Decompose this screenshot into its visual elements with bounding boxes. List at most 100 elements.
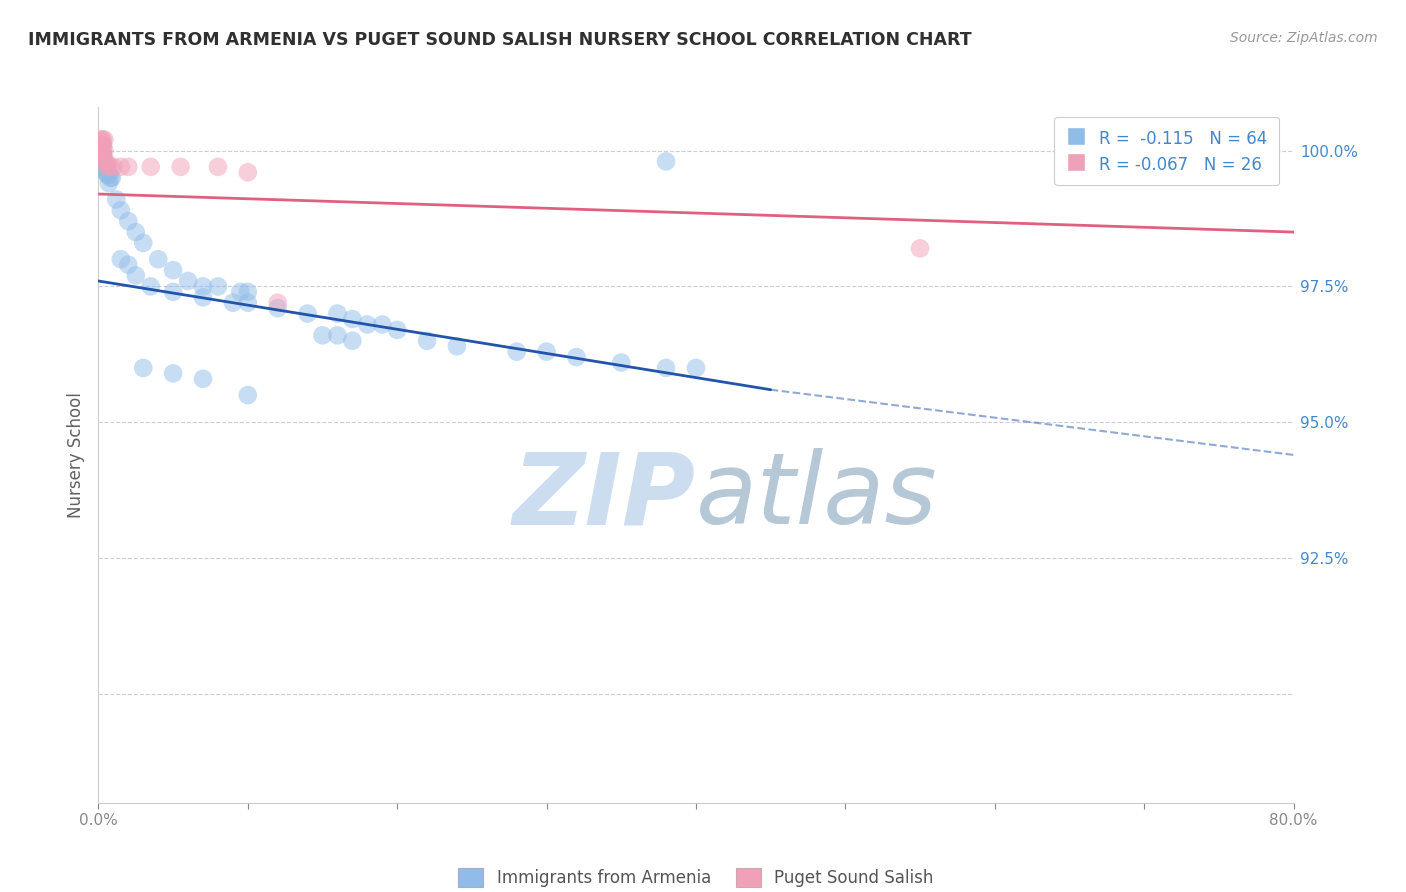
Point — [297, 307, 319, 321]
Point — [117, 160, 139, 174]
Point — [267, 295, 290, 310]
Point — [94, 157, 117, 171]
Point — [326, 307, 349, 321]
Point — [90, 149, 112, 163]
Point — [506, 344, 529, 359]
Point — [90, 138, 112, 153]
Point — [89, 144, 111, 158]
Point — [89, 133, 111, 147]
Point — [356, 318, 378, 332]
Point — [655, 154, 678, 169]
Point — [93, 154, 115, 169]
Legend: Immigrants from Armenia, Puget Sound Salish: Immigrants from Armenia, Puget Sound Sal… — [450, 860, 942, 892]
Text: IMMIGRANTS FROM ARMENIA VS PUGET SOUND SALISH NURSERY SCHOOL CORRELATION CHART: IMMIGRANTS FROM ARMENIA VS PUGET SOUND S… — [28, 31, 972, 49]
Text: Source: ZipAtlas.com: Source: ZipAtlas.com — [1230, 31, 1378, 45]
Point — [89, 138, 111, 153]
Point — [90, 154, 112, 169]
Point — [110, 160, 132, 174]
Point — [90, 133, 112, 147]
Point — [565, 350, 588, 364]
Point — [191, 279, 214, 293]
Point — [536, 344, 558, 359]
Point — [91, 149, 114, 163]
Point — [89, 149, 111, 163]
Point — [96, 160, 118, 174]
Point — [229, 285, 252, 299]
Point — [91, 144, 114, 158]
Point — [162, 285, 184, 299]
Point — [311, 328, 333, 343]
Point — [222, 295, 245, 310]
Point — [89, 160, 111, 174]
Text: atlas: atlas — [696, 448, 938, 545]
Point — [90, 160, 112, 174]
Point — [125, 225, 148, 239]
Point — [100, 170, 122, 185]
Point — [236, 165, 259, 179]
Point — [89, 138, 111, 153]
Point — [162, 367, 184, 381]
Point — [416, 334, 439, 348]
Point — [610, 355, 633, 369]
Point — [191, 372, 214, 386]
Point — [207, 160, 229, 174]
Point — [96, 162, 118, 177]
Point — [371, 318, 394, 332]
Point — [96, 168, 118, 182]
Point — [90, 144, 112, 158]
Point — [148, 252, 170, 267]
Point — [655, 361, 678, 376]
Point — [342, 312, 364, 326]
Point — [105, 193, 128, 207]
Point — [90, 146, 112, 161]
Point — [100, 160, 122, 174]
Point — [139, 160, 162, 174]
Point — [97, 168, 120, 182]
Point — [91, 162, 114, 177]
Point — [89, 146, 111, 161]
Point — [117, 258, 139, 272]
Point — [236, 295, 259, 310]
Text: ZIP: ZIP — [513, 448, 696, 545]
Point — [132, 361, 155, 376]
Point — [90, 138, 112, 153]
Point — [93, 162, 115, 177]
Point — [132, 235, 155, 250]
Point — [446, 339, 468, 353]
Point — [91, 154, 114, 169]
Point — [139, 279, 162, 293]
Point — [342, 334, 364, 348]
Point — [207, 279, 229, 293]
Y-axis label: Nursery School: Nursery School — [67, 392, 86, 518]
Point — [93, 133, 115, 147]
Point — [93, 157, 115, 171]
Point — [91, 146, 114, 161]
Point — [94, 165, 117, 179]
Point — [177, 274, 200, 288]
Point — [125, 268, 148, 283]
Point — [236, 285, 259, 299]
Point — [91, 149, 114, 163]
Point — [94, 154, 117, 169]
Point — [326, 328, 349, 343]
Point — [169, 160, 191, 174]
Point — [236, 388, 259, 402]
Point — [97, 176, 120, 190]
Point — [191, 290, 214, 304]
Point — [91, 138, 114, 153]
Point — [91, 138, 114, 153]
Point — [103, 160, 125, 174]
Point — [110, 252, 132, 267]
Point — [162, 263, 184, 277]
Point — [90, 149, 112, 163]
Point — [685, 361, 707, 376]
Point — [110, 203, 132, 218]
Point — [117, 214, 139, 228]
Point — [91, 133, 114, 147]
Point — [908, 241, 931, 255]
Point — [93, 154, 115, 169]
Point — [93, 144, 115, 158]
Point — [385, 323, 409, 337]
Point — [267, 301, 290, 315]
Point — [101, 170, 124, 185]
